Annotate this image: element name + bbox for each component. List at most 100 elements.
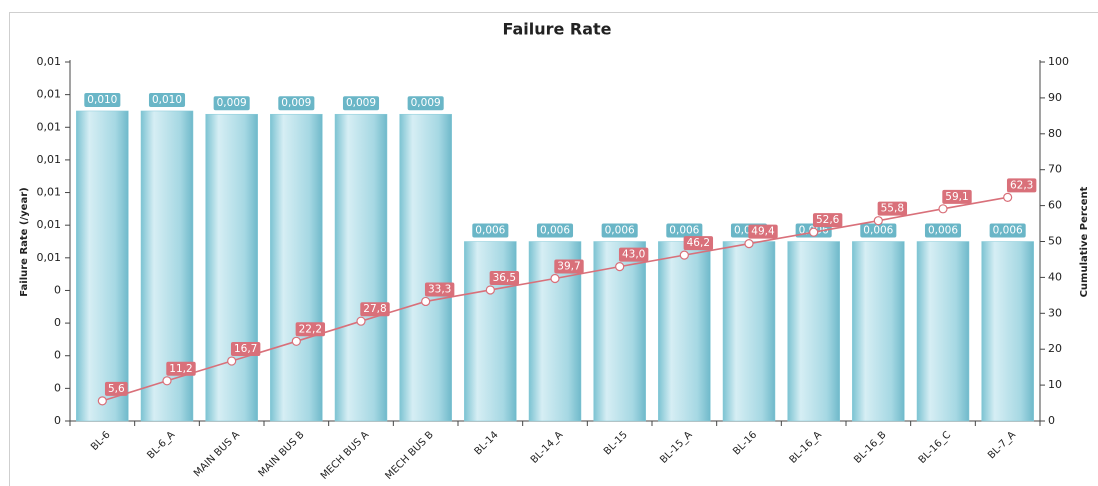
bar-value-label-group: 0,009 [278,96,315,111]
line-value-label-box [748,224,778,239]
line-value-label-group: 39,7 [554,259,584,274]
line-point [162,376,172,386]
line-value-label-box [166,361,196,376]
bar-value-label-box [989,223,1026,238]
line-value-label-box [230,342,261,357]
line-point [744,239,754,249]
line-value-label-group: 49,4 [748,224,778,239]
x-tick-label: BL-16_B [852,429,888,465]
y-tick-label: 0,01 [37,55,62,68]
bar-value-label-box [278,96,315,111]
bar-value-label-box [472,223,509,238]
line-value-label-box [104,381,128,396]
line-value-label-box [877,201,908,216]
line-value-label: 43,0 [622,249,645,261]
bar-value-label: 0,009 [346,97,376,109]
line-value-label: 36,5 [493,272,516,284]
line-point [421,296,431,307]
line-value-label: 49,4 [751,226,775,238]
line-point [679,250,689,260]
y2-tick-label: 10 [1048,378,1062,391]
bar-value-label-group: 0,006 [536,223,574,238]
bar-value-label: 0,009 [281,97,311,109]
x-tick-label: BL-14_A [529,429,565,465]
x-tick-label: MAIN BUS A [192,429,242,479]
bar-value-label-group: 0,006 [666,223,703,238]
x-tick-label: BL-7_A [986,429,1018,461]
x-tick-label: BL-16_C [917,429,953,465]
line-value-label: 52,6 [816,214,840,226]
x-tick-label: BL-15 [602,429,630,457]
line-value-label-group: 27,8 [360,302,390,317]
line-point [550,273,560,284]
line-value-label-group: 5,6 [104,381,128,396]
bar-value-label: 0,006 [669,225,699,237]
line-point [97,396,107,406]
line-value-label-box [424,282,455,297]
bar [852,241,905,422]
y-tick-label: 0,01 [37,153,62,166]
y2-tick-label: 80 [1048,127,1062,140]
bar-value-label: 0,006 [540,225,570,237]
bar-value-label: 0,006 [863,225,893,237]
line-value-label-box [295,322,326,337]
bar-value-label-group: 0,006 [989,223,1026,238]
bar-value-label: 0,009 [411,97,441,109]
line-value-label-group: 59,1 [942,189,972,204]
bar-value-label: 0,006 [605,225,635,237]
y-tick-label: 0,01 [37,218,62,231]
line-point [291,336,301,346]
bar-value-label-group: 0,009 [407,96,444,111]
bar-value-label-group: 0,006 [860,223,897,238]
y-axis-label: Failure Rate (/year) [19,187,30,296]
y-tick-label: 0 [54,414,61,427]
x-tick-label: MECH BUS B [383,429,436,482]
bar-value-label-group: 0,009 [213,96,250,111]
bar-value-label-box [407,96,444,111]
line-value-label: 62,3 [1010,179,1033,191]
y2-axis-label: Cumulative Percent [1079,186,1090,297]
line-point [356,316,366,326]
bar-value-label: 0,006 [928,225,958,237]
y2-tick-label: 100 [1048,55,1069,68]
y2-tick-label: 60 [1048,199,1062,212]
line-value-label-group: 46,2 [683,236,714,251]
bar [76,110,129,422]
y-tick-label: 0 [54,349,61,362]
line-point [1003,192,1013,202]
y2-tick-label: 0 [1048,414,1055,427]
bar-value-label-box [924,223,962,238]
bar-value-label: 0,009 [217,97,247,109]
line-value-label-group: 11,2 [166,361,196,376]
y-tick-label: 0 [54,316,61,329]
bar [334,113,388,422]
bar [205,113,258,422]
line-value-label-box [489,270,520,285]
line-value-label-group: 33,3 [424,282,455,297]
line-value-label-box [360,302,390,317]
bar-value-label-group: 0,010 [148,92,186,107]
bar [722,241,776,422]
y-tick-label: 0,01 [37,251,62,264]
bar-value-label: 0,006 [993,225,1023,237]
bar-value-label-box [213,96,250,111]
y2-tick-label: 90 [1048,91,1062,104]
bar-value-label: 0,010 [152,94,182,106]
x-tick-label: BL-15_A [658,429,694,465]
line-value-label: 46,2 [687,237,710,249]
bar [981,241,1034,422]
bar-value-label-box [601,223,638,238]
line-value-label: 5,6 [108,383,125,395]
x-tick-label: BL-16 [731,429,759,457]
line-value-label-box [812,213,843,228]
bar [658,241,711,422]
x-tick-label: MECH BUS A [319,429,372,482]
line-value-label-group: 62,3 [1006,178,1037,193]
line-value-label-box [1006,178,1037,193]
line-point [809,227,819,237]
bar [593,241,646,422]
line-value-label: 33,3 [428,283,451,295]
bar-value-label: 0,006 [475,225,505,237]
chart-title: Failure Rate [502,20,611,39]
